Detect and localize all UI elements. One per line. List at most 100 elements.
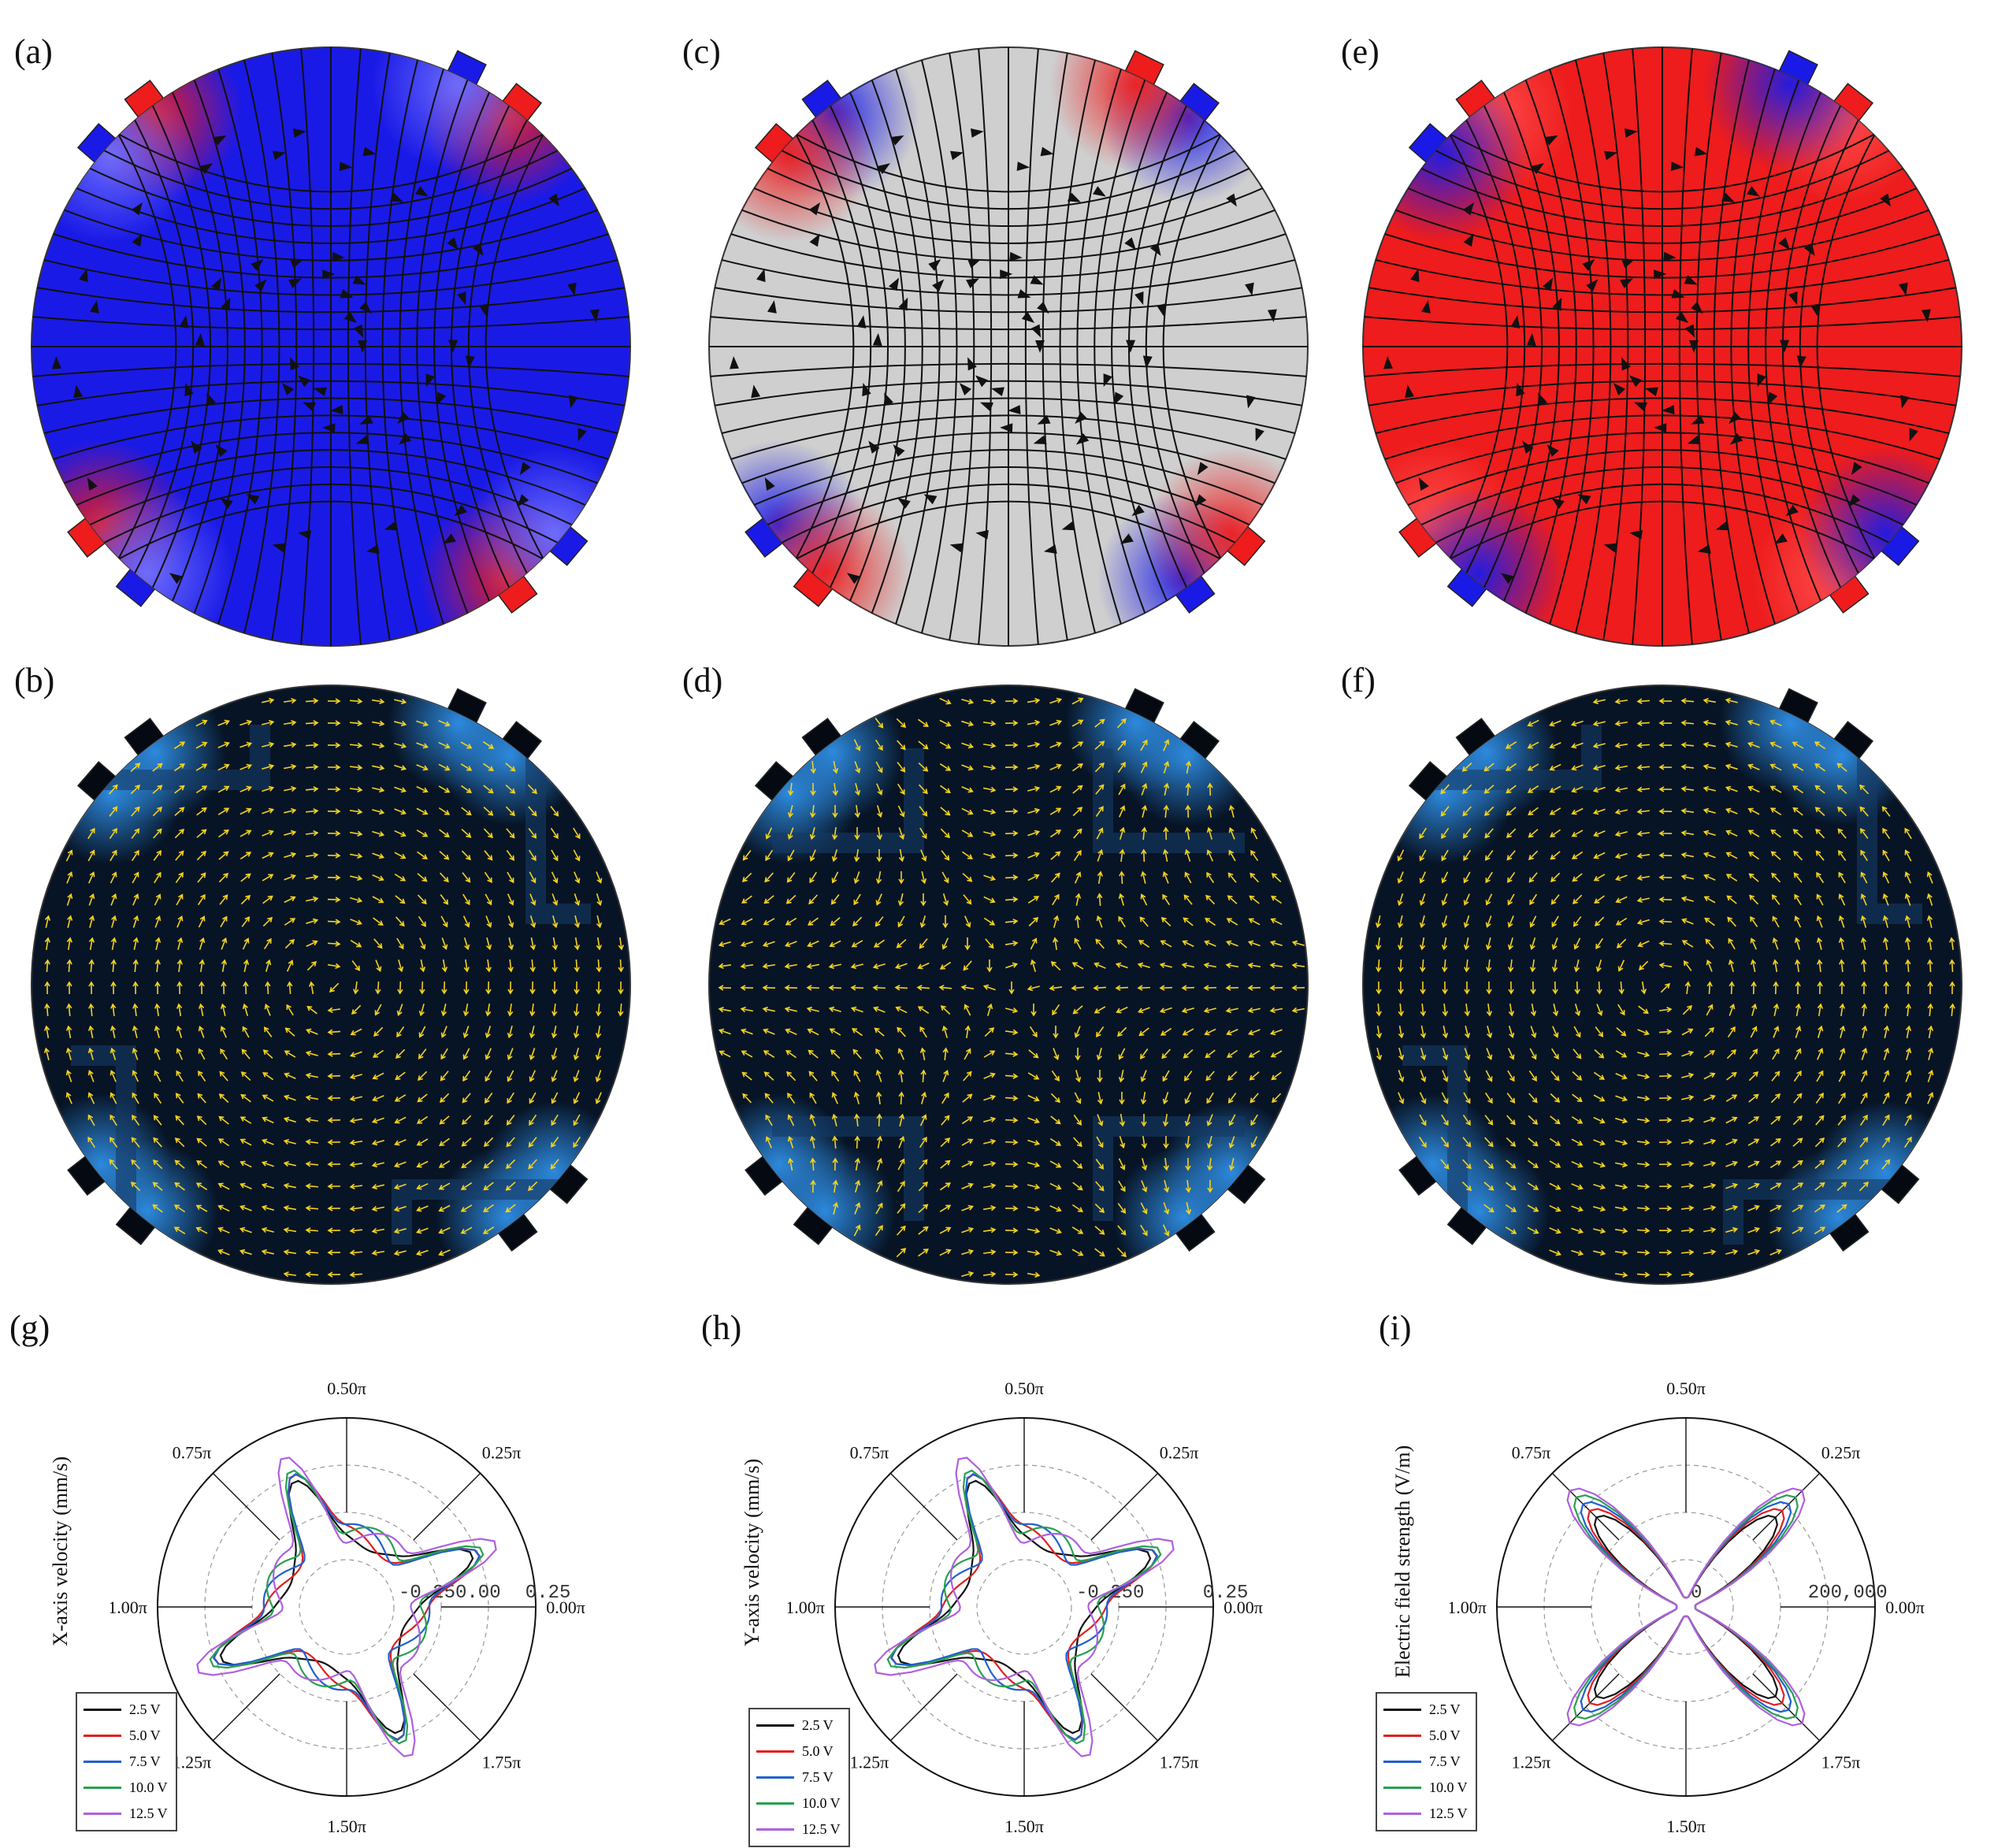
streamline-arrow [73, 384, 84, 399]
streamline [709, 449, 1308, 527]
velocity-arrow [506, 1137, 515, 1148]
velocity-arrow [240, 873, 251, 882]
velocity-arrow [1593, 1071, 1606, 1080]
velocity-arrow [1636, 874, 1651, 881]
velocity-arrow [306, 960, 317, 971]
velocity-arrow [1028, 1049, 1039, 1059]
velocity-arrow [596, 893, 603, 907]
velocity-arrow [154, 981, 161, 995]
streamline-disc-a [31, 46, 631, 647]
velocity-arrow [784, 963, 798, 970]
velocity-arrow [349, 1074, 362, 1080]
polar-angle-label: 0.00π [1224, 1598, 1263, 1617]
velocity-arrow [1573, 1048, 1582, 1059]
velocity-arrow [327, 1161, 341, 1167]
velocity-arrow [152, 1204, 163, 1213]
vortex-structure [1402, 1045, 1468, 1245]
velocity-arrow [1725, 1160, 1738, 1167]
velocity-arrow [853, 1224, 861, 1237]
velocity-arrow [1527, 1204, 1539, 1212]
velocity-arrow [418, 1026, 426, 1038]
velocity-arrow [306, 1028, 318, 1035]
velocity-arrow [740, 941, 753, 948]
velocity-arrow [1485, 893, 1493, 906]
velocity-arrow [853, 848, 860, 863]
velocity-arrow [595, 1092, 602, 1104]
velocity-arrow [261, 1160, 274, 1167]
velocity-arrow [1814, 763, 1825, 772]
velocity-arrow [154, 937, 162, 950]
velocity-arrow [154, 1070, 162, 1082]
polar-radial-label: 0.25 [1203, 1583, 1249, 1604]
velocity-arrow [787, 1092, 796, 1104]
velocity-arrow [1528, 1137, 1539, 1147]
velocity-arrow [1706, 959, 1713, 972]
velocity-arrow [287, 981, 293, 995]
velocity-arrow [939, 1249, 952, 1256]
velocity-arrow [1637, 940, 1650, 948]
velocity-arrow [550, 827, 559, 840]
velocity-arrow [529, 915, 537, 929]
velocity-arrow [896, 939, 907, 948]
streamline-arrow [1921, 309, 1931, 323]
velocity-arrow [1680, 720, 1695, 726]
streamline-arrow [389, 192, 403, 202]
velocity-arrow [919, 1026, 927, 1038]
velocity-arrow [1138, 940, 1150, 948]
velocity-arrow [1420, 1070, 1427, 1082]
velocity-arrow [1527, 785, 1539, 793]
velocity-arrow [1859, 1114, 1868, 1126]
velocity-arrow [197, 1093, 206, 1104]
velocity-arrow [240, 807, 252, 815]
streamline-arrow [1009, 251, 1023, 262]
velocity-arrow [961, 1160, 974, 1168]
velocity-arrow [830, 1049, 841, 1059]
velocity-arrow [1859, 1137, 1869, 1148]
legend-entry: 12.5 V [756, 1816, 841, 1842]
velocity-arrow [1615, 1117, 1628, 1124]
velocity-arrow [393, 1183, 407, 1190]
velocity-arrow [1527, 1182, 1539, 1190]
velocity-arrow [1206, 826, 1213, 840]
velocity-arrow [394, 764, 407, 771]
streamline-arrow [1462, 202, 1475, 216]
velocity-arrow [1904, 892, 1911, 906]
velocity-arrow [1137, 962, 1150, 968]
velocity-arrow [1838, 937, 1845, 950]
legend-label: 10.0 V [802, 1795, 841, 1811]
velocity-arrow [1159, 985, 1173, 991]
velocity-arrow [1052, 893, 1060, 906]
velocity-arrow [574, 1003, 580, 1017]
velocity-arrow [1419, 1092, 1427, 1104]
velocity-arrow [1441, 1114, 1449, 1126]
streamline [1363, 380, 1962, 407]
velocity-arrow [1614, 1205, 1628, 1212]
velocity-arrow [87, 1025, 95, 1039]
velocity-arrow [132, 959, 139, 973]
velocity-arrow [1004, 830, 1019, 837]
streamline [32, 449, 630, 527]
velocity-arrow [305, 1161, 319, 1167]
velocity-arrow [1882, 937, 1889, 951]
velocity-arrow [305, 1205, 319, 1212]
velocity-arrow [1636, 720, 1651, 726]
velocity-arrow [1636, 1205, 1651, 1212]
velocity-arrow [1094, 1203, 1105, 1213]
velocity-arrow [831, 1070, 840, 1082]
velocity-arrow [1485, 915, 1492, 929]
velocity-arrow [371, 1117, 384, 1124]
velocity-arrow [551, 1114, 559, 1126]
streamline-arrow [479, 303, 488, 317]
velocity-arrow [1725, 852, 1738, 859]
velocity-arrow [1636, 1095, 1651, 1102]
streamline-arrow [898, 297, 908, 311]
velocity-arrow [394, 1094, 407, 1102]
streamline-arrow [339, 161, 353, 172]
velocity-arrow [1463, 871, 1471, 884]
velocity-arrow [199, 959, 205, 973]
velocity-arrow [196, 1115, 207, 1126]
velocity-arrow [939, 961, 952, 970]
velocity-arrow [942, 1047, 949, 1061]
streamline-arrow [290, 259, 304, 269]
velocity-arrow [1027, 1094, 1040, 1102]
